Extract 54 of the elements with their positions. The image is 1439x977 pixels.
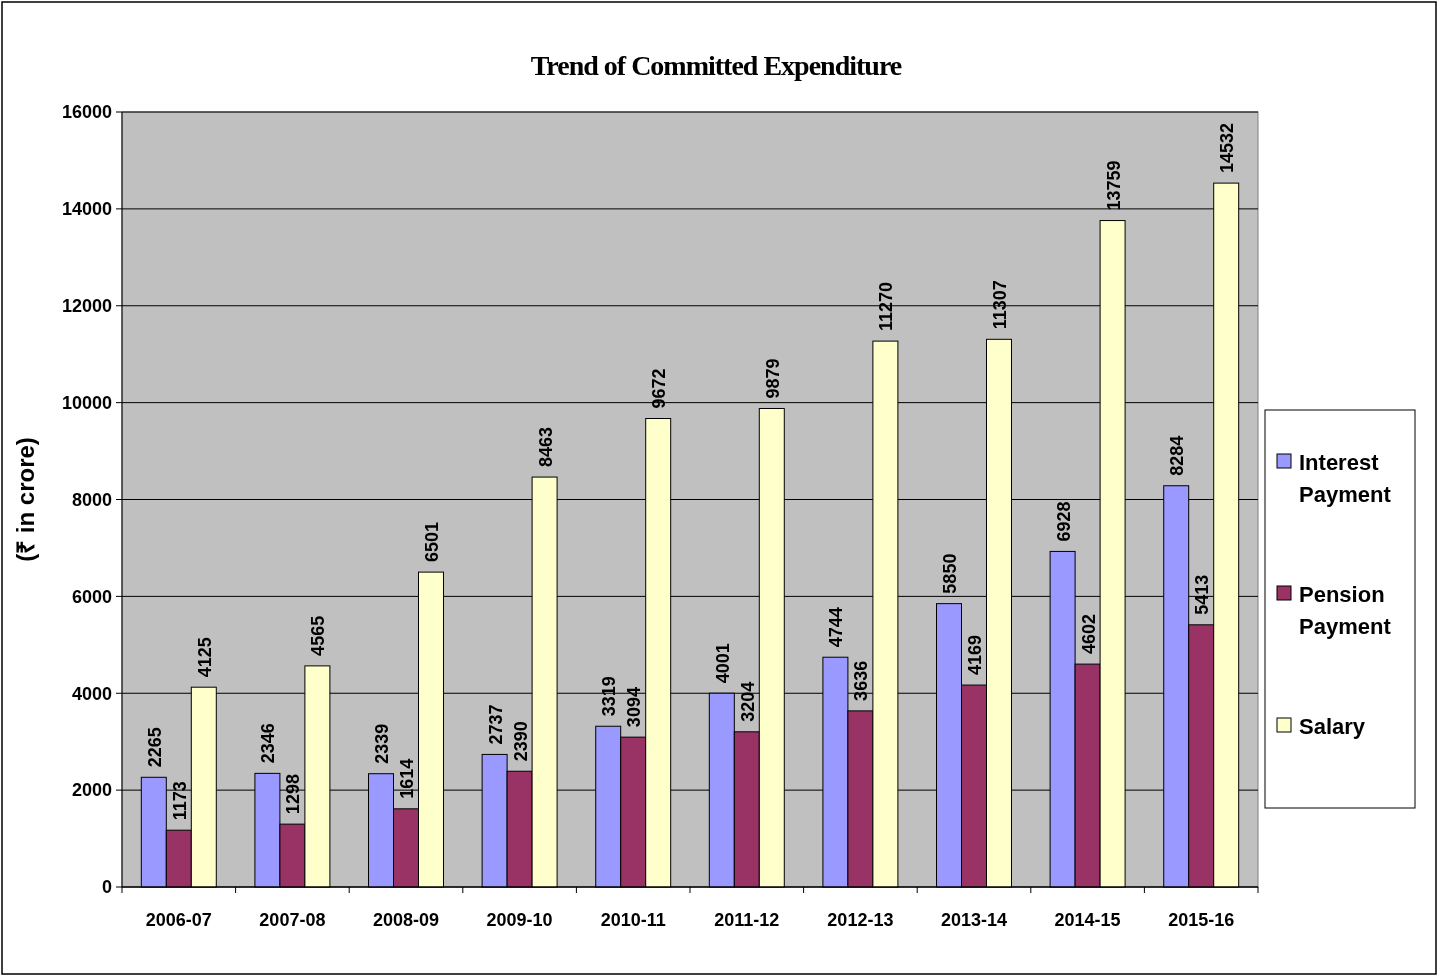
data-label: 9879 xyxy=(762,358,783,399)
data-label: 4125 xyxy=(194,637,215,678)
y-tick-label: 0 xyxy=(101,877,112,898)
data-label: 2265 xyxy=(144,727,165,768)
data-label: 4602 xyxy=(1078,614,1099,655)
data-label: 3636 xyxy=(851,660,872,701)
y-tick-label: 14000 xyxy=(61,199,112,220)
x-tick-label: 2007-08 xyxy=(259,910,326,930)
y-tick-label: 2000 xyxy=(71,780,112,801)
data-label: 3094 xyxy=(624,687,645,728)
y-tick-label: 10000 xyxy=(61,392,112,413)
data-label: 2737 xyxy=(485,704,506,745)
data-label: 1173 xyxy=(169,781,190,821)
data-label: 1614 xyxy=(397,758,417,799)
data-label: 9672 xyxy=(649,368,670,409)
x-tick-label: 2011-12 xyxy=(714,910,780,930)
data-label: 2339 xyxy=(372,723,393,764)
x-tick-label: 2014-15 xyxy=(1054,910,1121,930)
x-tick-label: 2012-13 xyxy=(827,910,894,930)
y-tick-label: 6000 xyxy=(71,586,112,607)
x-tick-label: 2008-09 xyxy=(372,910,440,930)
y-tick-label: 8000 xyxy=(71,489,112,510)
x-tick-label: 2013-14 xyxy=(940,910,1008,930)
data-label: 6501 xyxy=(421,522,442,563)
chart-title: Trend of Committed Expenditure xyxy=(530,50,902,81)
y-tick-label: 4000 xyxy=(71,683,112,704)
legend-label: Pension Payment xyxy=(1299,581,1392,639)
data-label: 4744 xyxy=(826,607,847,648)
data-label: 8463 xyxy=(535,427,556,468)
legend-label: Salary xyxy=(1299,713,1366,739)
data-label: 3204 xyxy=(737,681,758,722)
data-label: 4001 xyxy=(712,643,733,684)
y-tick-label: 16000 xyxy=(61,102,112,123)
x-tick-label: 2009-10 xyxy=(486,910,553,930)
legend-label: Interest Payment xyxy=(1299,449,1392,507)
data-label: 13759 xyxy=(1103,160,1124,211)
data-label: 5413 xyxy=(1192,574,1213,615)
y-axis-title: (₹ in crore) xyxy=(12,437,39,562)
data-label: 14532 xyxy=(1217,123,1238,174)
data-label: 4565 xyxy=(308,615,329,656)
data-label: 11307 xyxy=(989,280,1010,330)
y-tick-label: 12000 xyxy=(61,296,112,317)
x-tick-label: 2006-07 xyxy=(145,910,212,930)
data-label: 3319 xyxy=(599,676,620,717)
data-label: 5850 xyxy=(940,553,961,594)
x-tick-label: 2010-11 xyxy=(600,910,666,930)
data-label: 2346 xyxy=(258,723,279,764)
data-label: 2390 xyxy=(510,721,531,762)
x-tick-label: 2015-16 xyxy=(1168,910,1235,930)
data-label: 1298 xyxy=(283,774,304,815)
data-label: 11270 xyxy=(876,282,897,332)
data-label: 8284 xyxy=(1167,435,1188,476)
data-label: 4169 xyxy=(965,635,985,676)
data-label: 6928 xyxy=(1053,501,1074,542)
